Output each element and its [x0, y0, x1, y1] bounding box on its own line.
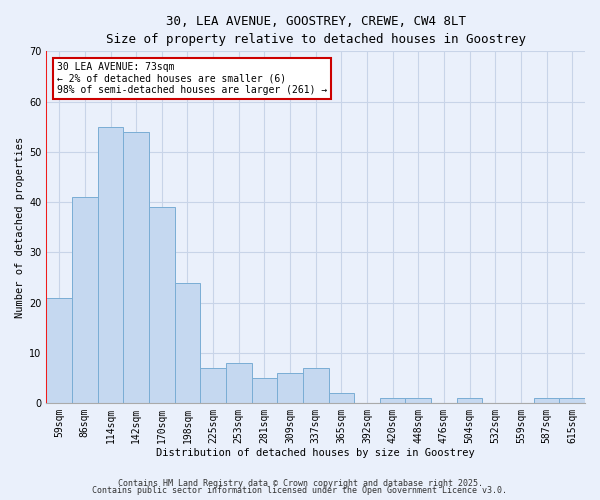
Bar	[72, 197, 98, 403]
Bar	[149, 207, 175, 403]
Bar	[329, 393, 354, 403]
Bar	[124, 132, 149, 403]
Text: 30 LEA AVENUE: 73sqm
← 2% of detached houses are smaller (6)
98% of semi-detache: 30 LEA AVENUE: 73sqm ← 2% of detached ho…	[57, 62, 328, 95]
Bar	[559, 398, 585, 403]
Text: Contains public sector information licensed under the Open Government Licence v3: Contains public sector information licen…	[92, 486, 508, 495]
Bar	[251, 378, 277, 403]
Bar	[380, 398, 406, 403]
Bar	[98, 126, 124, 403]
X-axis label: Distribution of detached houses by size in Goostrey: Distribution of detached houses by size …	[157, 448, 475, 458]
Bar	[457, 398, 482, 403]
Title: 30, LEA AVENUE, GOOSTREY, CREWE, CW4 8LT
Size of property relative to detached h: 30, LEA AVENUE, GOOSTREY, CREWE, CW4 8LT…	[106, 15, 526, 46]
Bar	[534, 398, 559, 403]
Bar	[46, 298, 72, 403]
Bar	[406, 398, 431, 403]
Y-axis label: Number of detached properties: Number of detached properties	[15, 136, 25, 318]
Bar	[226, 363, 251, 403]
Text: Contains HM Land Registry data © Crown copyright and database right 2025.: Contains HM Land Registry data © Crown c…	[118, 478, 482, 488]
Bar	[277, 373, 303, 403]
Bar	[200, 368, 226, 403]
Bar	[303, 368, 329, 403]
Bar	[175, 282, 200, 403]
